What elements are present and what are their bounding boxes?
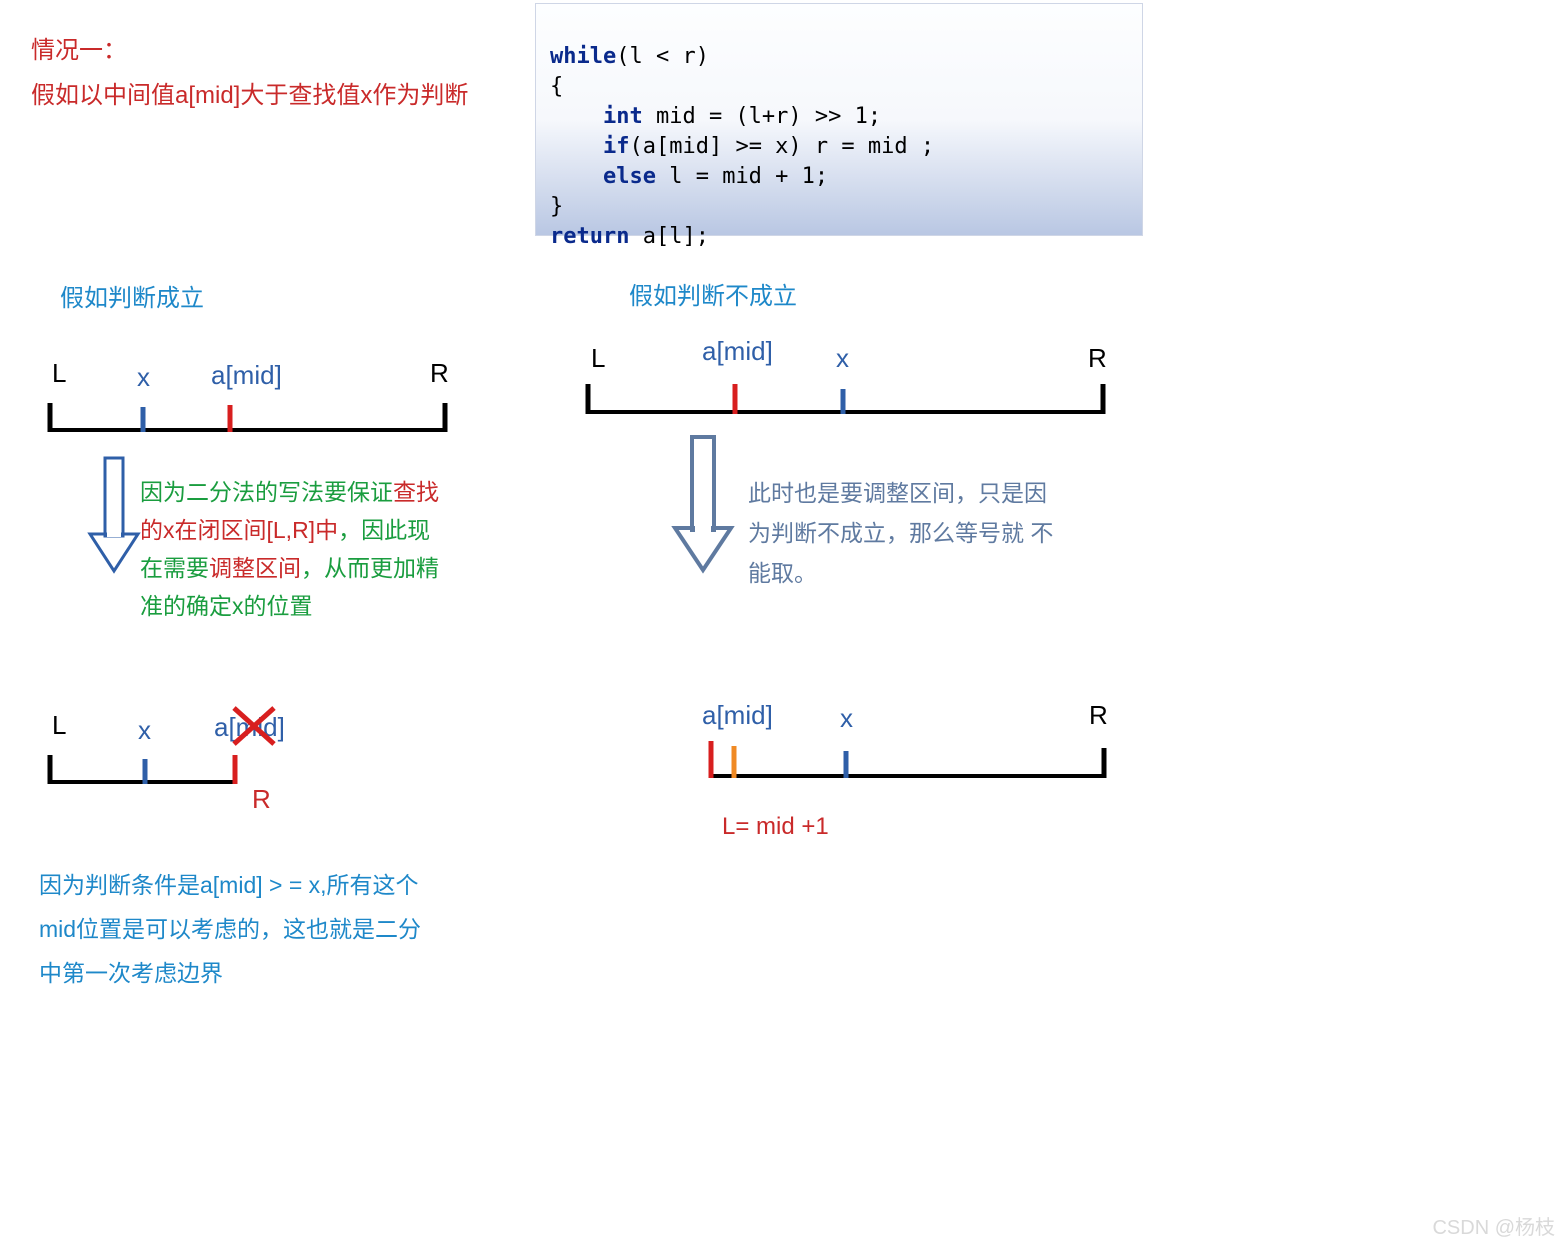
code-rest: (a[mid] >= x) r = mid ; [629, 134, 934, 159]
header-line1: 情况一： [31, 30, 127, 65]
lbl-amid2-r: a[mid] [702, 700, 773, 731]
code-kw: else [550, 164, 656, 189]
lbl-amid-r: a[mid] [702, 336, 773, 367]
code-rest: a[l]; [629, 224, 708, 249]
lbl-R-red: R [252, 784, 271, 815]
lbl-L: L [52, 358, 66, 389]
right-numline-2 [706, 733, 1116, 788]
code-rest: { [550, 74, 563, 99]
left-numline-1 [45, 395, 455, 440]
lbl-L2: L [52, 710, 66, 741]
header-line2: 假如以中间值a[mid]大于查找值x作为判断 [31, 75, 468, 110]
lbl-x2: x [138, 715, 151, 746]
right-numline-1 [583, 369, 1113, 424]
code-rest: mid = (l+r) >> 1; [643, 104, 881, 129]
left-title: 假如判断成立 [60, 278, 204, 313]
lbl-amid: a[mid] [211, 360, 282, 391]
right-arrow-icon [670, 432, 740, 577]
lbl-x-r: x [836, 343, 849, 374]
lbl-R2-r: R [1089, 700, 1108, 731]
right-paragraph: 此时也是要调整区间，只是因为判断不成立，那么等号就 不能取。 [748, 473, 1068, 593]
code-kw: return [550, 224, 629, 249]
left-paragraph: 因为二分法的写法要保证查找的x在闭区间[L,R]中，因此现在需要调整区间，从而更… [140, 473, 440, 625]
code-kw: int [550, 104, 643, 129]
p-red: 调整区间 [209, 555, 301, 581]
lbl-L-r: L [591, 343, 605, 374]
lbl-R: R [430, 358, 449, 389]
lbl-x: x [137, 362, 150, 393]
code-kw: while [550, 44, 616, 69]
lbl-R-r: R [1088, 343, 1107, 374]
lbl-x2-r: x [840, 703, 853, 734]
code-rest: (l < r) [616, 44, 709, 69]
right-equation: L= mid +1 [722, 813, 829, 841]
left-numline-2 [45, 747, 275, 792]
code-rest: l = mid + 1; [656, 164, 828, 189]
p-txt: 因为二分法的写法要保证 [140, 479, 393, 505]
watermark: CSDN @杨枝 [1432, 1211, 1555, 1240]
code-rest: } [550, 194, 563, 219]
left-arrow-icon [85, 453, 145, 577]
code-kw: if [550, 134, 629, 159]
code-box: while(l < r) { int mid = (l+r) >> 1; if(… [535, 3, 1143, 236]
right-title: 假如判断不成立 [629, 276, 797, 311]
cross-icon [230, 702, 280, 750]
left-bottom-paragraph: 因为判断条件是a[mid] > = x,所有这个mid位置是可以考虑的，这也就是… [39, 863, 439, 995]
